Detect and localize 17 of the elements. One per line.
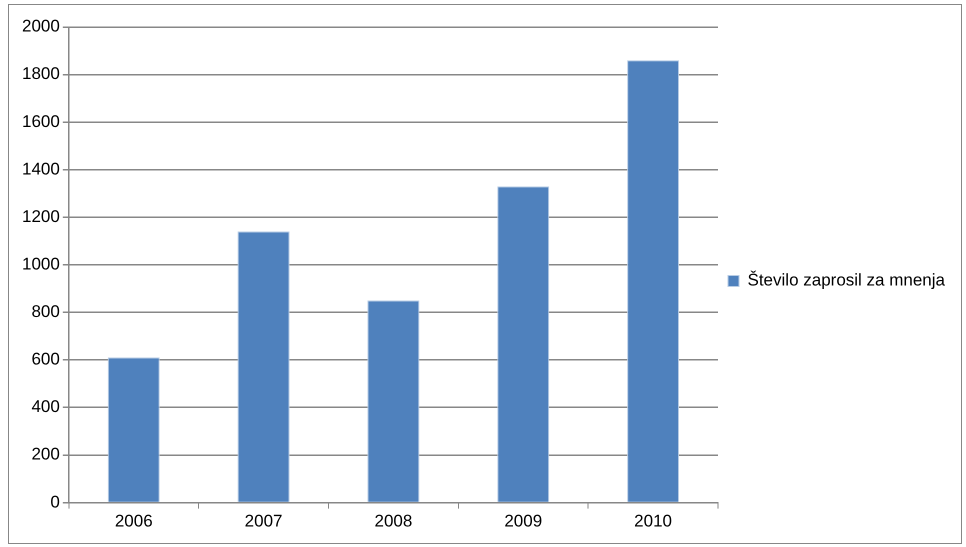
legend-label: Število zaprosil za mnenja <box>748 270 946 290</box>
y-tick-label: 600 <box>31 350 60 369</box>
x-tick-label: 2009 <box>504 511 542 530</box>
y-tick-label: 1200 <box>22 206 60 226</box>
x-tick-label: 2007 <box>244 511 282 530</box>
y-tick-label: 200 <box>31 444 60 464</box>
y-tick-label: 400 <box>31 397 60 416</box>
y-tick-label: 0 <box>50 492 60 512</box>
y-tick-label: 2000 <box>22 16 60 36</box>
y-tick-label: 800 <box>31 302 60 322</box>
y-tick-label: 1600 <box>22 112 60 131</box>
x-tick-label: 2008 <box>374 511 412 530</box>
x-tick-label: 2006 <box>114 511 153 530</box>
y-tick-label: 1000 <box>22 254 60 274</box>
x-tick-label: 2010 <box>634 511 672 530</box>
y-tick-label: 1800 <box>22 64 60 84</box>
y-tick-label: 1400 <box>22 159 60 178</box>
